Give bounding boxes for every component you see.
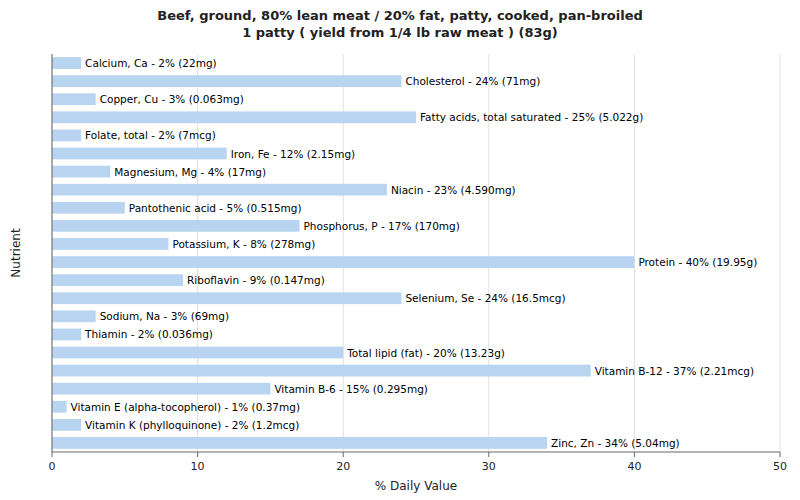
bar-label: Calcium, Ca - 2% (22mg)	[85, 57, 217, 69]
bar-label: Folate, total - 2% (7mcg)	[85, 129, 216, 141]
bar	[52, 256, 634, 268]
tick-mark	[52, 452, 53, 457]
tick-mark	[488, 452, 489, 457]
bar	[52, 57, 81, 69]
bar-label: Copper, Cu - 3% (0.063mg)	[100, 93, 244, 105]
bar-label: Potassium, K - 8% (278mg)	[172, 238, 315, 250]
tick-label: 40	[627, 460, 641, 473]
bar-label: Selenium, Se - 24% (16.5mcg)	[405, 292, 565, 304]
tick-mark	[343, 452, 344, 457]
bar-label: Vitamin B-6 - 15% (0.295mg)	[274, 383, 428, 395]
bar-label: Protein - 40% (19.95g)	[638, 256, 757, 268]
tick-label: 10	[191, 460, 205, 473]
bar	[52, 202, 125, 214]
tick-label: 0	[49, 460, 56, 473]
bar-label: Fatty acids, total saturated - 25% (5.02…	[420, 111, 643, 123]
bar	[52, 111, 416, 123]
bar-label: Vitamin E (alpha-tocopherol) - 1% (0.37m…	[71, 401, 301, 413]
bar	[52, 148, 227, 160]
bar	[52, 292, 401, 304]
x-ticks: 0 10 20 30 40 50	[49, 452, 788, 473]
bar-label: Sodium, Na - 3% (69mg)	[100, 310, 229, 322]
title: Beef, ground, 80% lean meat / 20% fat, p…	[157, 8, 643, 40]
bar	[52, 401, 67, 413]
bar-label: Cholesterol - 24% (71mg)	[405, 75, 540, 87]
bar-label: Niacin - 23% (4.590mg)	[391, 184, 516, 196]
chart-container: Beef, ground, 80% lean meat / 20% fat, p…	[0, 0, 800, 500]
bar	[52, 93, 96, 105]
page: {"chart_data": {"type": "bar", "orientat…	[0, 0, 800, 500]
bar-label: Zinc, Zn - 34% (5.04mg)	[551, 437, 680, 449]
tick-label: 50	[773, 460, 787, 473]
background	[0, 0, 800, 500]
bar-label: Total lipid (fat) - 20% (13.23g)	[346, 347, 505, 359]
title-line: Beef, ground, 80% lean meat / 20% fat, p…	[157, 8, 643, 23]
y-axis-line	[52, 54, 53, 452]
tick-mark	[634, 452, 635, 457]
bar-label: Thiamin - 2% (0.036mg)	[84, 328, 213, 340]
bar-label: Phosphorus, P - 17% (170mg)	[304, 220, 460, 232]
grid-line	[780, 54, 781, 452]
bar	[52, 383, 270, 395]
x-axis-line	[52, 452, 780, 453]
tick-mark	[197, 452, 198, 457]
bar-label: Pantothenic acid - 5% (0.515mg)	[129, 202, 302, 214]
bar	[52, 329, 81, 341]
tick-label: 20	[336, 460, 350, 473]
bar	[52, 419, 81, 431]
bar	[52, 310, 96, 322]
grid-line	[52, 54, 53, 452]
y-axis-label: Nutrient	[9, 228, 23, 278]
bar-label: Vitamin B-12 - 37% (2.21mcg)	[595, 365, 754, 377]
chart-svg: Beef, ground, 80% lean meat / 20% fat, p…	[0, 0, 800, 500]
tick-label: 30	[482, 460, 496, 473]
bar	[52, 220, 300, 232]
bar	[52, 274, 183, 286]
bar-label: Vitamin K (phylloquinone) - 2% (1.2mcg)	[85, 419, 299, 431]
bar-label: Riboflavin - 9% (0.147mg)	[187, 274, 325, 286]
bar	[52, 347, 343, 359]
title-line: 1 patty ( yield from 1/4 lb raw meat ) (…	[242, 25, 558, 40]
bar	[52, 130, 81, 142]
bar-label: Magnesium, Mg - 4% (17mg)	[114, 166, 266, 178]
bar-label: Iron, Fe - 12% (2.15mg)	[231, 148, 355, 160]
bar	[52, 365, 591, 377]
bar-labels: Calcium, Ca - 2% (22mg) Cholesterol - 24%…	[71, 57, 758, 449]
x-axis-label: % Daily Value	[375, 479, 457, 493]
bar	[52, 184, 387, 196]
bar	[52, 238, 168, 250]
bar	[52, 437, 547, 449]
grid	[52, 54, 780, 452]
bar	[52, 166, 110, 178]
bar	[52, 75, 401, 87]
tick-mark	[780, 452, 781, 457]
